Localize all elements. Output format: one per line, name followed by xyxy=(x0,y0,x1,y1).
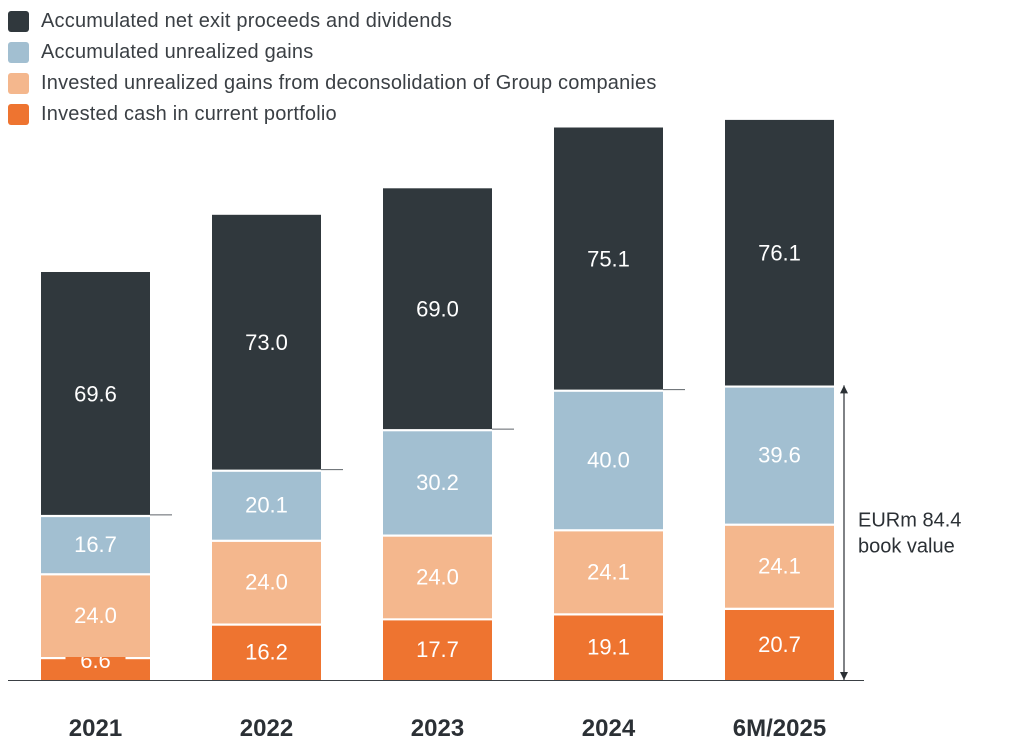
data-label: 16.7 xyxy=(74,532,117,557)
bars: 6.624.016.769.616.224.020.173.017.724.03… xyxy=(41,119,834,680)
data-label: 30.2 xyxy=(416,470,459,495)
data-label: 69.0 xyxy=(416,297,459,322)
arrow-up-icon xyxy=(840,385,848,394)
bar-segment xyxy=(383,188,492,430)
data-label: 24.1 xyxy=(587,559,630,584)
legend-item: Invested unrealized gains from deconsoli… xyxy=(8,68,657,99)
chart-legend: Accumulated net exit proceeds and divide… xyxy=(8,6,657,130)
x-tick-label: 2022 xyxy=(240,715,293,742)
data-label: 17.7 xyxy=(416,637,459,662)
data-label: 69.6 xyxy=(74,382,117,407)
legend-swatch xyxy=(8,42,29,63)
legend-swatch xyxy=(8,104,29,125)
data-label: 24.1 xyxy=(758,554,801,579)
legend-item: Accumulated net exit proceeds and divide… xyxy=(8,6,657,37)
data-label: 76.1 xyxy=(758,241,801,266)
bar-segment xyxy=(212,471,321,540)
legend-item: Invested cash in current portfolio xyxy=(8,99,657,130)
data-label: 24.0 xyxy=(416,564,459,589)
legend-swatch xyxy=(8,11,29,32)
bar-segment xyxy=(554,531,663,614)
data-label: 20.1 xyxy=(245,493,288,518)
data-label: 73.0 xyxy=(245,330,288,355)
legend-label: Invested unrealized gains from deconsoli… xyxy=(41,72,657,94)
legend-label: Invested cash in current portfolio xyxy=(41,103,337,125)
bar-segment xyxy=(554,127,663,390)
bar-segment xyxy=(383,536,492,619)
bar-segment xyxy=(41,575,150,657)
bar-segment xyxy=(212,625,321,680)
data-label: 19.1 xyxy=(587,635,630,660)
bar-segment xyxy=(383,620,492,680)
data-label: 24.0 xyxy=(74,603,117,628)
bar-segment xyxy=(554,615,663,680)
data-label: 20.7 xyxy=(758,632,801,657)
legend-swatch xyxy=(8,73,29,94)
x-tick-label: 6M/2025 xyxy=(733,715,826,742)
legend-item: Accumulated unrealized gains xyxy=(8,37,657,68)
annotation-line1: EURm 84.4 xyxy=(858,510,961,532)
bar-segment xyxy=(41,272,150,515)
bar-segment xyxy=(212,541,321,624)
x-tick-label: 2021 xyxy=(69,715,122,742)
data-label: 16.2 xyxy=(245,640,288,665)
x-tick-label: 2023 xyxy=(411,715,464,742)
data-label: 40.0 xyxy=(587,447,630,472)
bar-segment xyxy=(554,391,663,530)
arrow-down-icon xyxy=(840,672,848,680)
data-label: 75.1 xyxy=(587,247,630,272)
legend-label: Accumulated net exit proceeds and divide… xyxy=(41,10,453,32)
bar-segment xyxy=(725,119,834,386)
data-label: 39.6 xyxy=(758,443,801,468)
bar-segment xyxy=(725,387,834,524)
bar-segment xyxy=(725,525,834,608)
x-tick-label: 2024 xyxy=(582,715,636,742)
legend-label: Accumulated unrealized gains xyxy=(41,41,314,63)
bar-segment xyxy=(383,431,492,535)
bar-segment xyxy=(212,214,321,470)
bar-segment xyxy=(41,517,150,574)
annotation-line2: book value xyxy=(858,536,955,558)
data-label: 24.0 xyxy=(245,570,288,595)
bar-segment xyxy=(725,610,834,680)
